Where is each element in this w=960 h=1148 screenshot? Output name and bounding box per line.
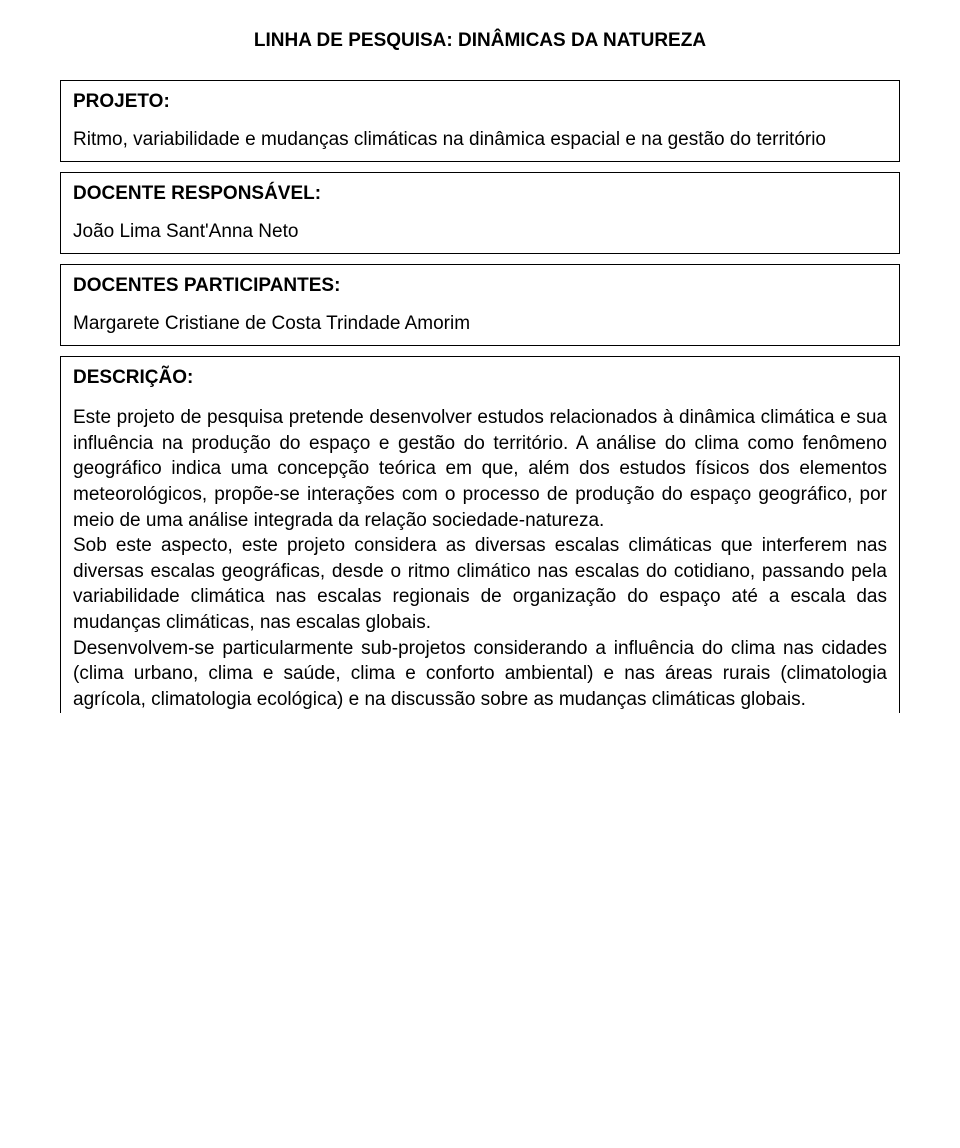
projeto-cell: PROJETO: Ritmo, variabilidade e mudanças… [60,80,900,162]
docentes-participantes-value: Margarete Cristiane de Costa Trindade Am… [73,313,887,335]
descricao-paragraph-3: Desenvolvem-se particularmente sub-proje… [73,636,887,713]
projeto-label: PROJETO: [73,91,887,113]
descricao-paragraph-1: Este projeto de pesquisa pretende desenv… [73,405,887,533]
descricao-text: Este projeto de pesquisa pretende desenv… [73,405,887,713]
projeto-value: Ritmo, variabilidade e mudanças climátic… [73,129,887,151]
docentes-participantes-label: DOCENTES PARTICIPANTES: [73,275,887,297]
docentes-participantes-cell: DOCENTES PARTICIPANTES: Margarete Cristi… [60,264,900,346]
descricao-label: DESCRIÇÃO: [73,367,887,389]
docente-responsavel-value: João Lima Sant'Anna Neto [73,221,887,243]
docente-responsavel-label: DOCENTE RESPONSÁVEL: [73,183,887,205]
descricao-cell: DESCRIÇÃO: Este projeto de pesquisa pret… [60,356,900,713]
docente-responsavel-cell: DOCENTE RESPONSÁVEL: João Lima Sant'Anna… [60,172,900,254]
page-title: LINHA DE PESQUISA: DINÂMICAS DA NATUREZA [60,30,900,52]
descricao-paragraph-2: Sob este aspecto, este projeto considera… [73,533,887,636]
